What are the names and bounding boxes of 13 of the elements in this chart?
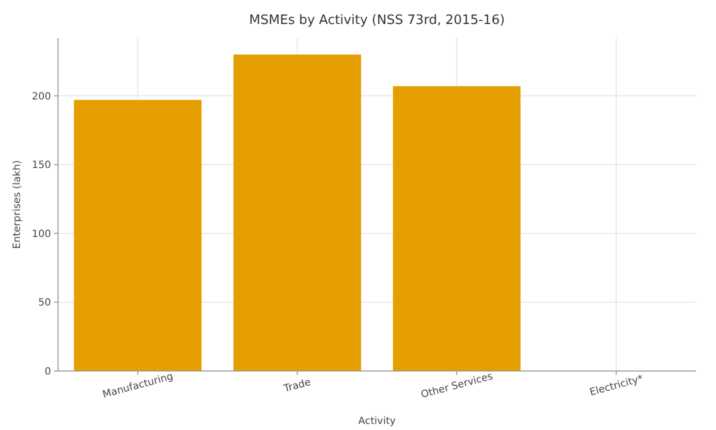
bar bbox=[74, 100, 202, 371]
x-tick-label: Trade bbox=[282, 377, 312, 396]
y-tick-label: 200 bbox=[32, 91, 51, 102]
y-tick-label: 100 bbox=[32, 228, 51, 240]
x-tick-label: Other Services bbox=[420, 371, 494, 401]
y-tick-label: 150 bbox=[32, 160, 51, 172]
bar bbox=[392, 86, 521, 371]
y-tick-label: 0 bbox=[44, 366, 51, 378]
y-axis-title: Enterprises (lakh) bbox=[12, 160, 23, 249]
chart-title: MSMEs by Activity (NSS 73rd, 2015-16) bbox=[249, 13, 505, 28]
y-tick-label: 50 bbox=[38, 298, 51, 309]
bar bbox=[233, 54, 362, 371]
x-axis-title: Activity bbox=[358, 416, 396, 427]
